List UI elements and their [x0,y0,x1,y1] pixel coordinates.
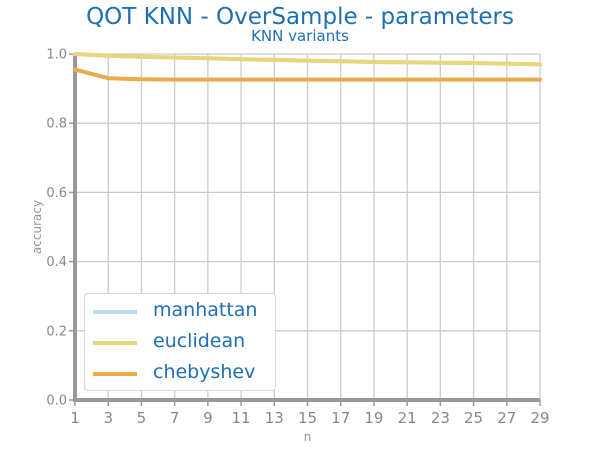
legend-swatch [93,372,137,376]
legend-label: euclidean [153,330,246,352]
legend-label: chebyshev [153,361,256,383]
x-tick-label: 29 [530,409,549,427]
y-tick-label: 0.4 [46,255,67,270]
x-tick-label: 25 [464,409,483,427]
y-tick-label: 0.2 [46,324,67,339]
x-tick-label: 27 [497,409,516,427]
series-line-euclidean [73,52,542,67]
legend-item-chebyshev: chebyshev [85,358,275,388]
x-tick-label: 15 [298,409,317,427]
series-line-chebyshev [73,67,542,82]
x-tick-label: 5 [137,409,147,427]
chart-legend: manhattan euclidean chebyshev [84,293,276,391]
legend-item-euclidean: euclidean [85,327,275,357]
chart-title: QOT KNN - OverSample - parameters [86,4,514,30]
x-tick-label: 21 [398,409,417,427]
x-tick-label: 11 [232,409,251,427]
legend-label: manhattan [153,299,258,321]
y-tick-label: 0.0 [46,394,67,409]
y-tick-label: 0.8 [46,117,67,132]
x-tick-label: 23 [431,409,450,427]
x-tick-label: 9 [203,409,213,427]
y-tick-label: 1.0 [46,48,67,63]
x-tick-label: 17 [331,409,350,427]
legend-item-manhattan: manhattan [85,296,275,326]
x-axis-label: n [304,430,312,444]
legend-swatch [93,341,137,345]
y-axis-label: accuracy [30,200,44,254]
x-tick-label: 3 [103,409,113,427]
x-tick-label: 1 [70,409,80,427]
y-tick-label: 0.6 [46,186,67,201]
x-tick-label: 7 [170,409,180,427]
x-tick-label: 13 [265,409,284,427]
x-tick-label: 19 [364,409,383,427]
chart-subtitle: KNN variants [251,27,349,45]
legend-swatch [93,310,137,314]
